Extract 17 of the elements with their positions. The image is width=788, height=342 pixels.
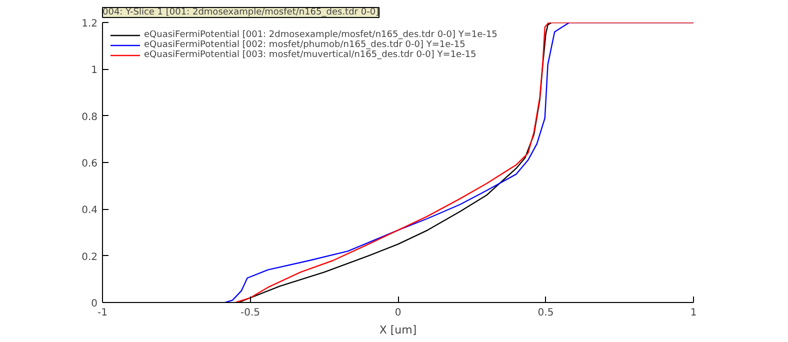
x-tick-label: 0.5 — [538, 308, 554, 318]
legend-label: eQuasiFermiPotential [003: mosfet/muvertical/n165_des.tdr 0-0] Y=1e-15 — [144, 50, 476, 60]
x-axis-title: X [um] — [379, 324, 417, 336]
y-tick-label: 1 — [91, 65, 98, 76]
x-tick-label: 0 — [394, 308, 402, 318]
y-tick-label: 1.2 — [82, 18, 98, 30]
chart-title: 004: Y-Slice 1 [001: 2dmosexample/mosfet/n165_des.tdr 0-0] — [102, 8, 380, 18]
x-tick-label: -1 — [98, 308, 108, 318]
y-tick-label: 0.6 — [82, 158, 98, 170]
legend-label: eQuasiFermiPotential [001: 2dmosexample/mosfet/n165_des.tdr 0-0] Y=1e-15 — [144, 30, 498, 40]
y-tick-label: 0 — [91, 298, 98, 310]
y-tick-label: 0.4 — [82, 205, 98, 216]
x-tick-label: 1 — [690, 308, 697, 318]
x-tick-label: -0.5 — [240, 308, 260, 318]
y-tick-label: 0.2 — [82, 252, 98, 263]
y-tick-label: 0.8 — [82, 112, 98, 123]
legend-label: eQuasiFermiPotential [002: mosfet/phumob/n165_des.tdr 0-0] Y=1e-15 — [144, 40, 466, 50]
